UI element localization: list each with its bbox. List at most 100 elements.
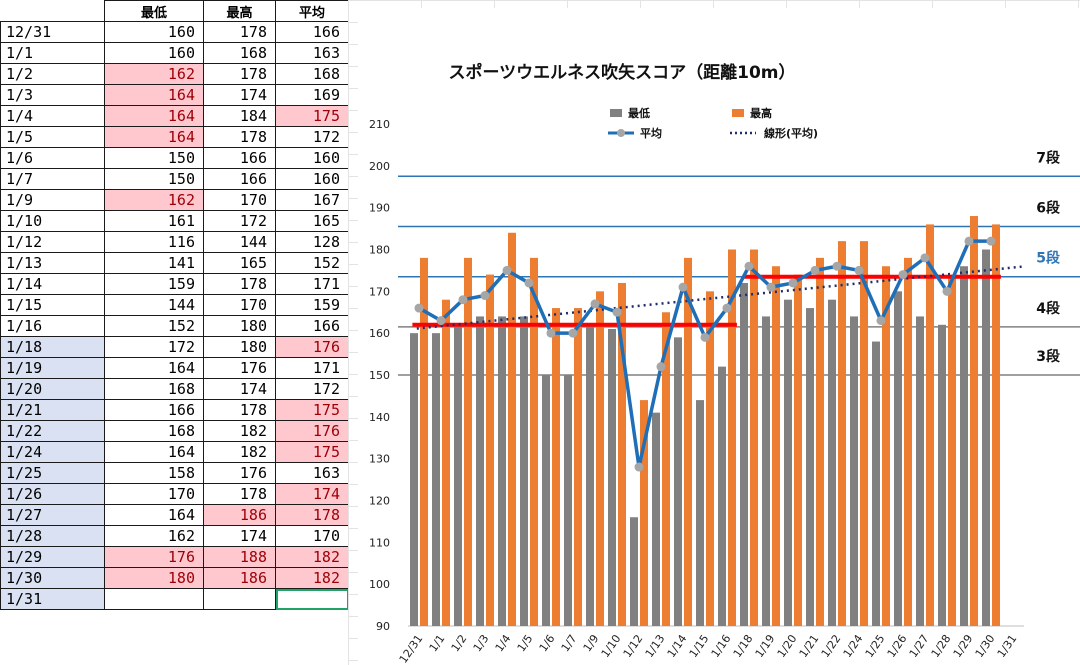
max-cell[interactable]: 178: [203, 63, 276, 85]
avg-cell[interactable]: 172: [275, 378, 349, 400]
table-row[interactable]: 1/5 164 178 172: [0, 126, 349, 148]
date-cell[interactable]: 1/4: [0, 105, 105, 127]
max-cell[interactable]: 174: [203, 525, 276, 547]
date-cell[interactable]: 1/21: [0, 399, 105, 421]
table-row[interactable]: 1/13 141 165 152: [0, 252, 349, 274]
max-cell[interactable]: 182: [203, 441, 276, 463]
table-row[interactable]: 1/18 172 180 176: [0, 336, 349, 358]
min-cell[interactable]: 176: [104, 546, 204, 568]
min-cell[interactable]: 160: [104, 42, 204, 64]
table-row[interactable]: 1/10 161 172 165: [0, 210, 349, 232]
table-row[interactable]: 1/7 150 166 160: [0, 168, 349, 190]
max-cell[interactable]: 178: [203, 399, 276, 421]
min-cell[interactable]: 164: [104, 84, 204, 106]
min-cell[interactable]: 144: [104, 294, 204, 316]
table-row[interactable]: 1/21 166 178 175: [0, 399, 349, 421]
avg-cell[interactable]: 176: [275, 420, 349, 442]
date-cell[interactable]: 1/14: [0, 273, 105, 295]
avg-cell[interactable]: 166: [275, 21, 349, 43]
avg-cell[interactable]: 168: [275, 63, 349, 85]
table-row[interactable]: 1/12 116 144 128: [0, 231, 349, 253]
max-cell[interactable]: 186: [203, 504, 276, 526]
min-cell[interactable]: 164: [104, 126, 204, 148]
min-cell[interactable]: 164: [104, 504, 204, 526]
max-cell[interactable]: 178: [203, 126, 276, 148]
min-cell[interactable]: 116: [104, 231, 204, 253]
min-cell[interactable]: 150: [104, 168, 204, 190]
table-row[interactable]: 1/6 150 166 160: [0, 147, 349, 169]
table-row[interactable]: 1/20 168 174 172: [0, 378, 349, 400]
min-cell[interactable]: 164: [104, 357, 204, 379]
date-cell[interactable]: 1/31: [0, 588, 105, 610]
table-row[interactable]: 1/2 162 178 168: [0, 63, 349, 85]
avg-cell[interactable]: 169: [275, 84, 349, 106]
avg-cell[interactable]: 159: [275, 294, 349, 316]
avg-cell[interactable]: 165: [275, 210, 349, 232]
avg-cell[interactable]: 160: [275, 168, 349, 190]
avg-cell[interactable]: 182: [275, 567, 349, 589]
table-row[interactable]: 1/24 164 182 175: [0, 441, 349, 463]
table-row[interactable]: 1/15 144 170 159: [0, 294, 349, 316]
min-cell[interactable]: 168: [104, 420, 204, 442]
date-cell[interactable]: 1/2: [0, 63, 105, 85]
max-cell[interactable]: 170: [203, 294, 276, 316]
min-cell[interactable]: 158: [104, 462, 204, 484]
avg-cell[interactable]: 166: [275, 315, 349, 337]
max-cell[interactable]: 178: [203, 483, 276, 505]
max-cell[interactable]: 168: [203, 42, 276, 64]
avg-cell[interactable]: 174: [275, 483, 349, 505]
max-cell[interactable]: 174: [203, 378, 276, 400]
min-cell[interactable]: 162: [104, 525, 204, 547]
date-cell[interactable]: 1/1: [0, 42, 105, 64]
min-cell[interactable]: 152: [104, 315, 204, 337]
max-cell[interactable]: 186: [203, 567, 276, 589]
min-cell[interactable]: 150: [104, 147, 204, 169]
max-cell[interactable]: 176: [203, 357, 276, 379]
date-cell[interactable]: 1/10: [0, 210, 105, 232]
max-cell[interactable]: 174: [203, 84, 276, 106]
header-avg[interactable]: 平均: [275, 0, 349, 22]
max-cell[interactable]: 144: [203, 231, 276, 253]
table-row[interactable]: 1/25 158 176 163: [0, 462, 349, 484]
table-row[interactable]: 1/31: [0, 588, 349, 610]
avg-cell[interactable]: [275, 588, 349, 610]
date-cell[interactable]: 1/26: [0, 483, 105, 505]
table-row[interactable]: 1/1 160 168 163: [0, 42, 349, 64]
header-min[interactable]: 最低: [104, 0, 204, 22]
max-cell[interactable]: 188: [203, 546, 276, 568]
max-cell[interactable]: 170: [203, 189, 276, 211]
avg-cell[interactable]: 163: [275, 462, 349, 484]
header-max[interactable]: 最高: [203, 0, 276, 22]
max-cell[interactable]: 166: [203, 147, 276, 169]
date-cell[interactable]: 1/27: [0, 504, 105, 526]
min-cell[interactable]: 164: [104, 105, 204, 127]
max-cell[interactable]: 184: [203, 105, 276, 127]
table-row[interactable]: 1/16 152 180 166: [0, 315, 349, 337]
date-cell[interactable]: 1/19: [0, 357, 105, 379]
max-cell[interactable]: 178: [203, 21, 276, 43]
date-cell[interactable]: 1/25: [0, 462, 105, 484]
date-cell[interactable]: 1/29: [0, 546, 105, 568]
max-cell[interactable]: 172: [203, 210, 276, 232]
max-cell[interactable]: 180: [203, 336, 276, 358]
avg-cell[interactable]: 160: [275, 147, 349, 169]
date-cell[interactable]: 1/28: [0, 525, 105, 547]
table-row[interactable]: 12/31 160 178 166: [0, 21, 349, 43]
avg-cell[interactable]: 152: [275, 252, 349, 274]
avg-cell[interactable]: 178: [275, 504, 349, 526]
min-cell[interactable]: 166: [104, 399, 204, 421]
table-row[interactable]: 1/28 162 174 170: [0, 525, 349, 547]
max-cell[interactable]: 182: [203, 420, 276, 442]
min-cell[interactable]: 159: [104, 273, 204, 295]
table-row[interactable]: 1/30 180 186 182: [0, 567, 349, 589]
date-cell[interactable]: 1/12: [0, 231, 105, 253]
avg-cell[interactable]: 170: [275, 525, 349, 547]
avg-cell[interactable]: 175: [275, 441, 349, 463]
min-cell[interactable]: 180: [104, 567, 204, 589]
min-cell[interactable]: 164: [104, 441, 204, 463]
min-cell[interactable]: 170: [104, 483, 204, 505]
date-cell[interactable]: 1/20: [0, 378, 105, 400]
date-cell[interactable]: 1/5: [0, 126, 105, 148]
date-cell[interactable]: 1/16: [0, 315, 105, 337]
max-cell[interactable]: 180: [203, 315, 276, 337]
